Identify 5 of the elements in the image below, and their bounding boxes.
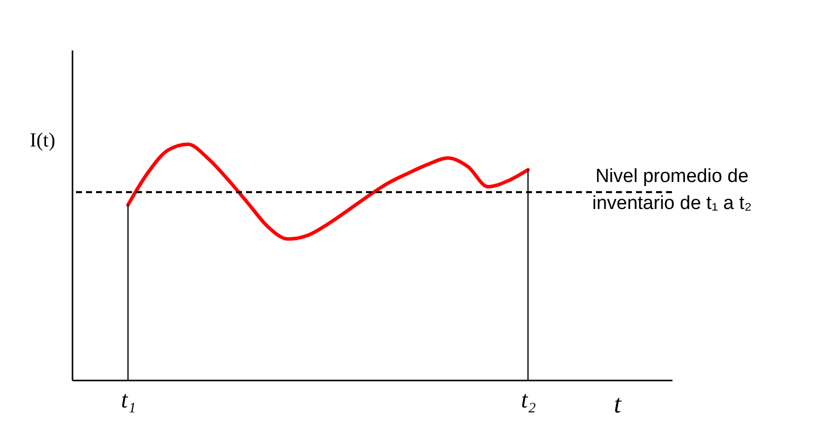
y-axis-title: I(t) (30, 130, 56, 152)
x-tick-label: t₂ (520, 388, 536, 414)
x-axis-title: t (614, 390, 622, 418)
x-tick-label: t₁ (120, 388, 136, 414)
ref-line-label: Nivel promedio de inventario de t₁ a t₂ (592, 166, 752, 214)
